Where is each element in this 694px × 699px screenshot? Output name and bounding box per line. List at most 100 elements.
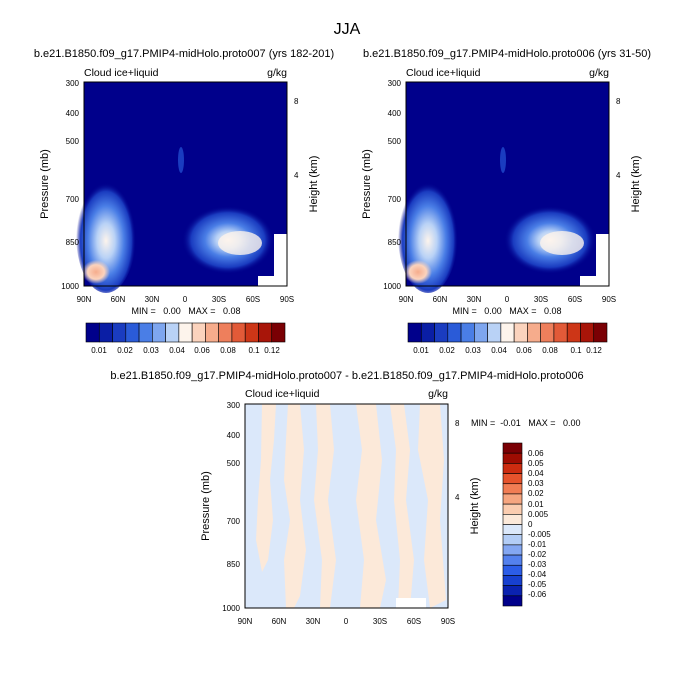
y2-axis: 8 4 Height (km) xyxy=(294,97,320,212)
y-axis-label: Pressure (mb) xyxy=(200,471,212,541)
y2-axis: 8 4 Height (km) xyxy=(616,97,642,212)
y2-tick-label: 4 xyxy=(294,171,299,180)
y2-tick-label: 4 xyxy=(455,493,460,502)
colorbar-box xyxy=(502,575,523,586)
colorbar-box xyxy=(502,595,523,607)
colorbar-box xyxy=(502,585,523,597)
colorbar: 0.01 0.02 0.03 0.04 0.06 0.08 0.1 0.12 xyxy=(85,322,286,355)
x-tick-label: 30S xyxy=(373,617,387,626)
x-tick-label: 90S xyxy=(280,295,294,304)
colorbar-box xyxy=(502,442,523,454)
x-tick-label: 30S xyxy=(534,295,548,304)
colorbar-label: 0.02 xyxy=(439,346,455,355)
y-axis: 300 400 500 700 850 1000 Pressure (mb) xyxy=(361,79,402,291)
colorbar-box xyxy=(593,322,608,343)
y-tick-label: 500 xyxy=(66,137,80,146)
colorbar-label: -0.06 xyxy=(528,590,547,599)
colorbar-label: 0.04 xyxy=(169,346,185,355)
colorbar-box xyxy=(152,322,166,343)
diff-colorbar: 0.06 0.05 0.04 0.03 0.02 0.01 0.005 0 -0… xyxy=(502,442,551,607)
colorbar-box xyxy=(502,452,523,464)
x-tick-label: 30S xyxy=(212,295,226,304)
colorbar-box xyxy=(502,473,523,485)
colorbar-label: 0.04 xyxy=(528,469,544,478)
colorbar-label: 0.12 xyxy=(586,346,602,355)
colorbar-box xyxy=(527,322,541,343)
colorbar-box xyxy=(502,524,523,535)
y-tick-label: 850 xyxy=(227,560,241,569)
colorbar-box xyxy=(566,322,581,343)
colorbar-box xyxy=(502,483,523,495)
y-tick-label: 700 xyxy=(227,517,241,526)
colorbar-box xyxy=(474,322,488,343)
y-tick-label: 1000 xyxy=(383,282,401,291)
x-tick-label: 60N xyxy=(272,617,287,626)
panel-title: b.e21.B1850.f09_g17.PMIP4-midHolo.proto0… xyxy=(34,48,334,60)
contour-field xyxy=(398,82,609,293)
y-tick-label: 1000 xyxy=(61,282,79,291)
colorbar-label: 0.01 xyxy=(413,346,429,355)
colorbar-box xyxy=(138,322,153,343)
x-tick-label: 90S xyxy=(602,295,616,304)
colorbar-box xyxy=(447,322,462,343)
x-tick-label: 90N xyxy=(399,295,414,304)
y2-tick-label: 8 xyxy=(455,419,460,428)
colorbar-box xyxy=(258,322,273,343)
colorbar-box xyxy=(112,322,127,343)
variable-label: Cloud ice+liquid xyxy=(84,67,159,79)
colorbar-label: 0.08 xyxy=(542,346,558,355)
plot-frame xyxy=(244,403,449,609)
colorbar-box xyxy=(502,534,523,546)
y-axis: 300 400 500 700 850 1000 Pressure (mb) xyxy=(39,79,80,291)
min-max-stats: MIN = 0.00 MAX = 0.08 xyxy=(131,306,240,316)
colorbar-boxes xyxy=(502,442,523,607)
colorbar-label: 0.1 xyxy=(570,346,582,355)
x-axis: 90N 60N 30N 0 30S 60S 90S xyxy=(238,617,455,626)
x-tick-label: 30N xyxy=(467,295,482,304)
y2-axis-label: Height (km) xyxy=(308,156,320,213)
colorbar-box xyxy=(191,322,206,343)
contour-field xyxy=(245,404,448,608)
colorbar-box xyxy=(407,322,422,343)
y2-axis: 8 4 Height (km) xyxy=(455,419,481,534)
contour-field xyxy=(76,82,287,293)
x-tick-label: 0 xyxy=(344,617,349,626)
x-tick-label: 0 xyxy=(505,295,510,304)
x-tick-label: 60N xyxy=(111,295,126,304)
colorbar-box xyxy=(434,322,449,343)
colorbar-label: 0 xyxy=(528,520,533,529)
units-label: g/kg xyxy=(589,67,609,79)
x-tick-label: 90N xyxy=(77,295,92,304)
x-tick-label: 60S xyxy=(568,295,582,304)
colorbar-label: 0.1 xyxy=(248,346,260,355)
min-max-stats: MIN = 0.00 MAX = 0.08 xyxy=(452,306,561,316)
colorbar-box xyxy=(502,503,523,515)
x-tick-label: 30N xyxy=(145,295,160,304)
x-axis: 90N 60N 30N 0 30S 60S 90S xyxy=(399,295,616,304)
colorbar-box xyxy=(231,322,246,343)
y-tick-label: 700 xyxy=(66,195,80,204)
colorbar-label: 0.04 xyxy=(491,346,507,355)
colorbar-label: 0.03 xyxy=(143,346,159,355)
colorbar-box xyxy=(85,322,100,343)
colorbar-label: -0.005 xyxy=(528,530,551,539)
colorbar-label: 0.005 xyxy=(528,510,549,519)
variable-label: Cloud ice+liquid xyxy=(245,388,320,400)
colorbar-label: 0.06 xyxy=(528,449,544,458)
y-axis: 300 400 500 700 850 1000 Pressure (mb) xyxy=(200,401,241,613)
colorbar-label: 0.01 xyxy=(91,346,107,355)
colorbar-box xyxy=(502,564,523,576)
colorbar-box xyxy=(513,322,528,343)
y-tick-label: 400 xyxy=(66,109,80,118)
colorbar-box xyxy=(125,322,140,343)
colorbar-box xyxy=(553,322,568,343)
colorbar-label: -0.05 xyxy=(528,580,547,589)
colorbar-box xyxy=(98,322,113,343)
colorbar-label: 0.06 xyxy=(194,346,210,355)
colorbar-box xyxy=(244,322,259,343)
colorbar-label: -0.02 xyxy=(528,550,547,559)
y2-tick-label: 8 xyxy=(294,97,299,106)
colorbar-box xyxy=(580,322,595,343)
